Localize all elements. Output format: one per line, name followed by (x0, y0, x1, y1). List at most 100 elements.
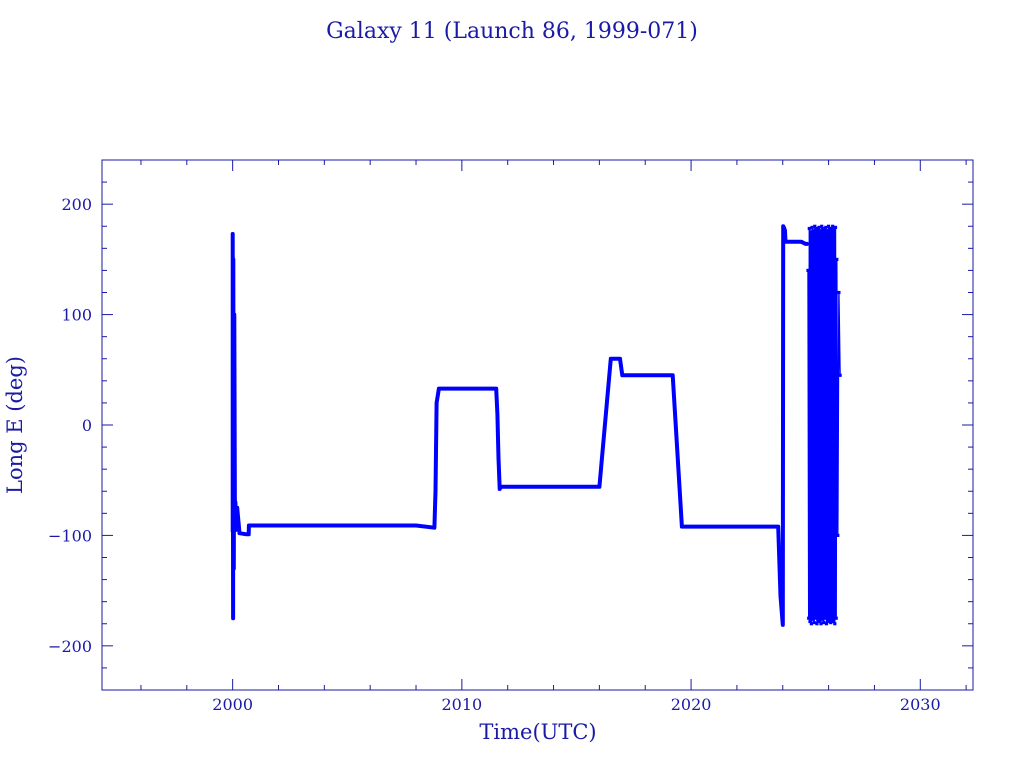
data-point (247, 523, 251, 528)
major-ticks (102, 160, 973, 690)
data-point (813, 616, 818, 620)
data-point (234, 528, 238, 532)
data-point (807, 616, 811, 620)
data-point (247, 532, 251, 536)
data-point (231, 616, 235, 620)
data-point (433, 489, 438, 493)
series-line (230, 224, 808, 627)
data-point (322, 523, 326, 528)
data-point (815, 622, 819, 626)
data-point (435, 401, 439, 405)
series-line (807, 225, 841, 625)
data-point (783, 229, 787, 233)
data-point (689, 525, 693, 529)
data-point (836, 533, 840, 537)
data-point (680, 525, 684, 529)
data-point (643, 373, 647, 377)
data-point (820, 617, 824, 621)
data-point (609, 357, 613, 361)
data-point (460, 387, 464, 391)
x-tick-labels: 2000 2010 2020 2030 (212, 695, 940, 714)
data-point (276, 523, 281, 528)
data-point (790, 240, 794, 244)
data-point (799, 240, 803, 244)
data-point (831, 619, 835, 624)
data-point (620, 373, 624, 377)
data-point (829, 621, 833, 625)
data-point (822, 621, 826, 625)
data-point (832, 228, 836, 232)
data-point (830, 617, 834, 621)
data-point (817, 225, 821, 229)
data-point (806, 268, 810, 272)
data-point (784, 240, 788, 244)
data-point (804, 242, 808, 246)
data-point (551, 485, 556, 489)
data-point (244, 532, 248, 536)
data-point (235, 506, 239, 510)
data-point (825, 229, 829, 233)
y-tick-label: −100 (48, 526, 92, 545)
data-point (506, 485, 510, 489)
data-point (811, 617, 815, 621)
data-point (823, 616, 827, 620)
data-point (496, 456, 501, 460)
data-point (812, 621, 816, 625)
y-tick-labels: 200 100 0 −100 −200 (48, 195, 92, 656)
data-point (232, 313, 236, 317)
data-point (233, 500, 237, 504)
data-point (232, 566, 236, 571)
data-point (495, 412, 499, 416)
data-point (597, 485, 601, 489)
data-point (671, 373, 675, 377)
data-point (829, 226, 833, 231)
minor-ticks (102, 160, 973, 690)
y-tick-label: 100 (61, 306, 92, 325)
data-point (483, 387, 487, 391)
data-point (838, 373, 842, 377)
data-point (810, 225, 814, 229)
data-point (818, 619, 822, 624)
x-axis-label: Time(UTC) (479, 720, 596, 744)
x-tick-label: 2020 (671, 695, 712, 714)
y-tick-label: 0 (82, 416, 92, 435)
data-point (835, 257, 839, 261)
data-point (808, 619, 812, 624)
series-layer (230, 224, 842, 627)
data-point (494, 387, 498, 391)
data-point (437, 387, 441, 391)
data-point (811, 229, 816, 233)
data-point (769, 525, 773, 529)
data-point (809, 622, 813, 626)
data-point (432, 526, 436, 530)
data-point (414, 523, 418, 528)
data-point (824, 622, 829, 626)
data-point (827, 224, 831, 228)
data-point (831, 224, 835, 228)
data-point (833, 225, 838, 229)
data-point (776, 525, 780, 529)
data-point (781, 623, 785, 627)
y-tick-label: 200 (61, 195, 92, 214)
data-point (837, 290, 841, 295)
data-point (818, 229, 822, 233)
data-point (254, 523, 258, 528)
x-tick-label: 2030 (900, 695, 941, 714)
data-point (778, 594, 783, 598)
data-point (735, 525, 739, 529)
data-point (231, 257, 235, 261)
x-tick-label: 2000 (212, 695, 253, 714)
data-point (231, 232, 235, 236)
y-axis-label: Long E (deg) (3, 356, 27, 494)
data-point (833, 622, 837, 626)
data-point (820, 224, 824, 228)
data-point (233, 511, 237, 515)
data-point (498, 487, 502, 491)
data-point (499, 485, 503, 489)
data-point (782, 225, 786, 229)
data-point (237, 531, 242, 535)
data-point (824, 225, 828, 229)
data-point (819, 622, 823, 626)
x-tick-label: 2010 (442, 695, 483, 714)
